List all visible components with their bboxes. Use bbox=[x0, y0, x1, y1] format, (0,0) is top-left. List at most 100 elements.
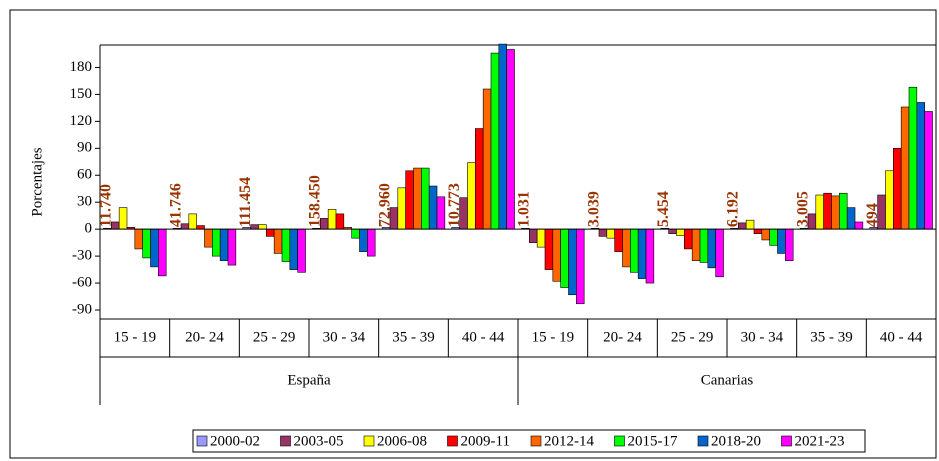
annotation: 111.454 bbox=[237, 177, 254, 227]
y-axis-label: Porcentajes bbox=[29, 147, 45, 216]
bar bbox=[327, 209, 337, 230]
bar bbox=[924, 111, 933, 230]
bar bbox=[266, 228, 275, 237]
bar bbox=[335, 213, 345, 230]
bar bbox=[536, 228, 546, 248]
y-tick-label: 180 bbox=[70, 59, 93, 75]
legend-label: 2015-17 bbox=[628, 433, 678, 449]
y-tick-label: 30 bbox=[77, 194, 92, 210]
bar bbox=[707, 228, 716, 269]
bar bbox=[196, 225, 205, 230]
bar bbox=[351, 228, 360, 239]
bar bbox=[668, 228, 677, 234]
bar bbox=[839, 192, 848, 230]
bar bbox=[475, 128, 484, 230]
x-tick-label: 40 - 44 bbox=[880, 329, 923, 345]
bar bbox=[823, 192, 832, 230]
x-tick-label: 35 - 39 bbox=[392, 329, 435, 345]
x-tick-label: 15 - 19 bbox=[114, 329, 157, 345]
x-tick-label: 35 - 39 bbox=[810, 329, 853, 345]
legend-label: 2000-02 bbox=[210, 433, 260, 449]
bar bbox=[150, 228, 159, 268]
group-label: Canarias bbox=[701, 372, 754, 388]
bar bbox=[691, 228, 701, 261]
annotation: 494 bbox=[864, 203, 881, 227]
bar bbox=[436, 196, 446, 230]
bar bbox=[622, 228, 631, 268]
bar bbox=[482, 88, 492, 230]
annotation: 11.740 bbox=[98, 184, 115, 227]
bar bbox=[630, 228, 639, 273]
bar bbox=[745, 219, 755, 230]
bar bbox=[204, 228, 213, 248]
y-tick-label: 150 bbox=[70, 86, 93, 102]
annotation: 5.454 bbox=[655, 191, 672, 227]
bar bbox=[498, 43, 507, 230]
bar bbox=[606, 228, 615, 239]
annotation: 158.450 bbox=[307, 175, 324, 227]
bar bbox=[777, 228, 786, 254]
x-tick-label: 20- 24 bbox=[603, 329, 642, 345]
bar bbox=[598, 228, 608, 237]
bar bbox=[544, 228, 554, 270]
annotation: 6.192 bbox=[725, 191, 742, 227]
bar bbox=[769, 228, 778, 246]
annotation: 3.005 bbox=[794, 191, 811, 227]
annotation: 3.039 bbox=[585, 191, 602, 227]
legend-label: 2006-08 bbox=[377, 433, 427, 449]
bar bbox=[142, 228, 151, 259]
bar bbox=[699, 228, 709, 263]
legend-swatch bbox=[363, 435, 375, 447]
bar bbox=[916, 102, 925, 230]
x-tick-label: 25 - 29 bbox=[253, 329, 296, 345]
x-tick-label: 40 - 44 bbox=[462, 329, 505, 345]
bar bbox=[529, 228, 538, 243]
annotation: 72.960 bbox=[376, 183, 393, 227]
bar bbox=[405, 170, 414, 230]
bar bbox=[158, 228, 167, 277]
annotation: 1.031 bbox=[516, 191, 533, 227]
legend-label: 2012-14 bbox=[544, 433, 594, 449]
bar bbox=[297, 228, 306, 273]
bar bbox=[568, 228, 577, 296]
bar bbox=[552, 228, 561, 282]
bar bbox=[273, 228, 283, 254]
x-tick-label: 30 - 34 bbox=[323, 329, 366, 345]
y-tick-label: -90 bbox=[72, 301, 92, 317]
x-tick-label: 20- 24 bbox=[185, 329, 224, 345]
annotation: 41.746 bbox=[167, 183, 184, 227]
bar bbox=[227, 228, 237, 266]
bar bbox=[761, 228, 770, 241]
bar bbox=[560, 228, 569, 288]
bar bbox=[676, 228, 685, 236]
y-tick-label: 120 bbox=[70, 113, 93, 129]
bar bbox=[576, 228, 585, 305]
bar bbox=[846, 207, 856, 230]
y-tick-label: -60 bbox=[72, 275, 92, 291]
x-tick-label: 15 - 19 bbox=[532, 329, 575, 345]
bar bbox=[645, 228, 655, 284]
y-tick-label: 0 bbox=[85, 221, 93, 237]
bar bbox=[900, 106, 910, 230]
x-tick-label: 25 - 29 bbox=[671, 329, 714, 345]
bar bbox=[212, 228, 221, 257]
bar bbox=[421, 167, 430, 230]
legend-label: 2003-05 bbox=[294, 433, 344, 449]
x-tick-label: 30 - 34 bbox=[741, 329, 784, 345]
bar bbox=[831, 195, 840, 230]
bar bbox=[289, 228, 298, 270]
legend-swatch bbox=[530, 435, 542, 447]
bar bbox=[367, 228, 376, 257]
bar bbox=[684, 228, 693, 250]
legend-label: 2009-11 bbox=[461, 433, 510, 449]
bar bbox=[614, 228, 623, 252]
bar bbox=[785, 228, 794, 261]
bar bbox=[854, 221, 864, 230]
bar bbox=[637, 228, 647, 279]
y-tick-label: -30 bbox=[72, 248, 92, 264]
legend-label: 2018-20 bbox=[711, 433, 761, 449]
bar bbox=[908, 86, 918, 230]
bar bbox=[359, 228, 368, 252]
legend-swatch bbox=[697, 435, 709, 447]
legend-box bbox=[192, 429, 866, 453]
